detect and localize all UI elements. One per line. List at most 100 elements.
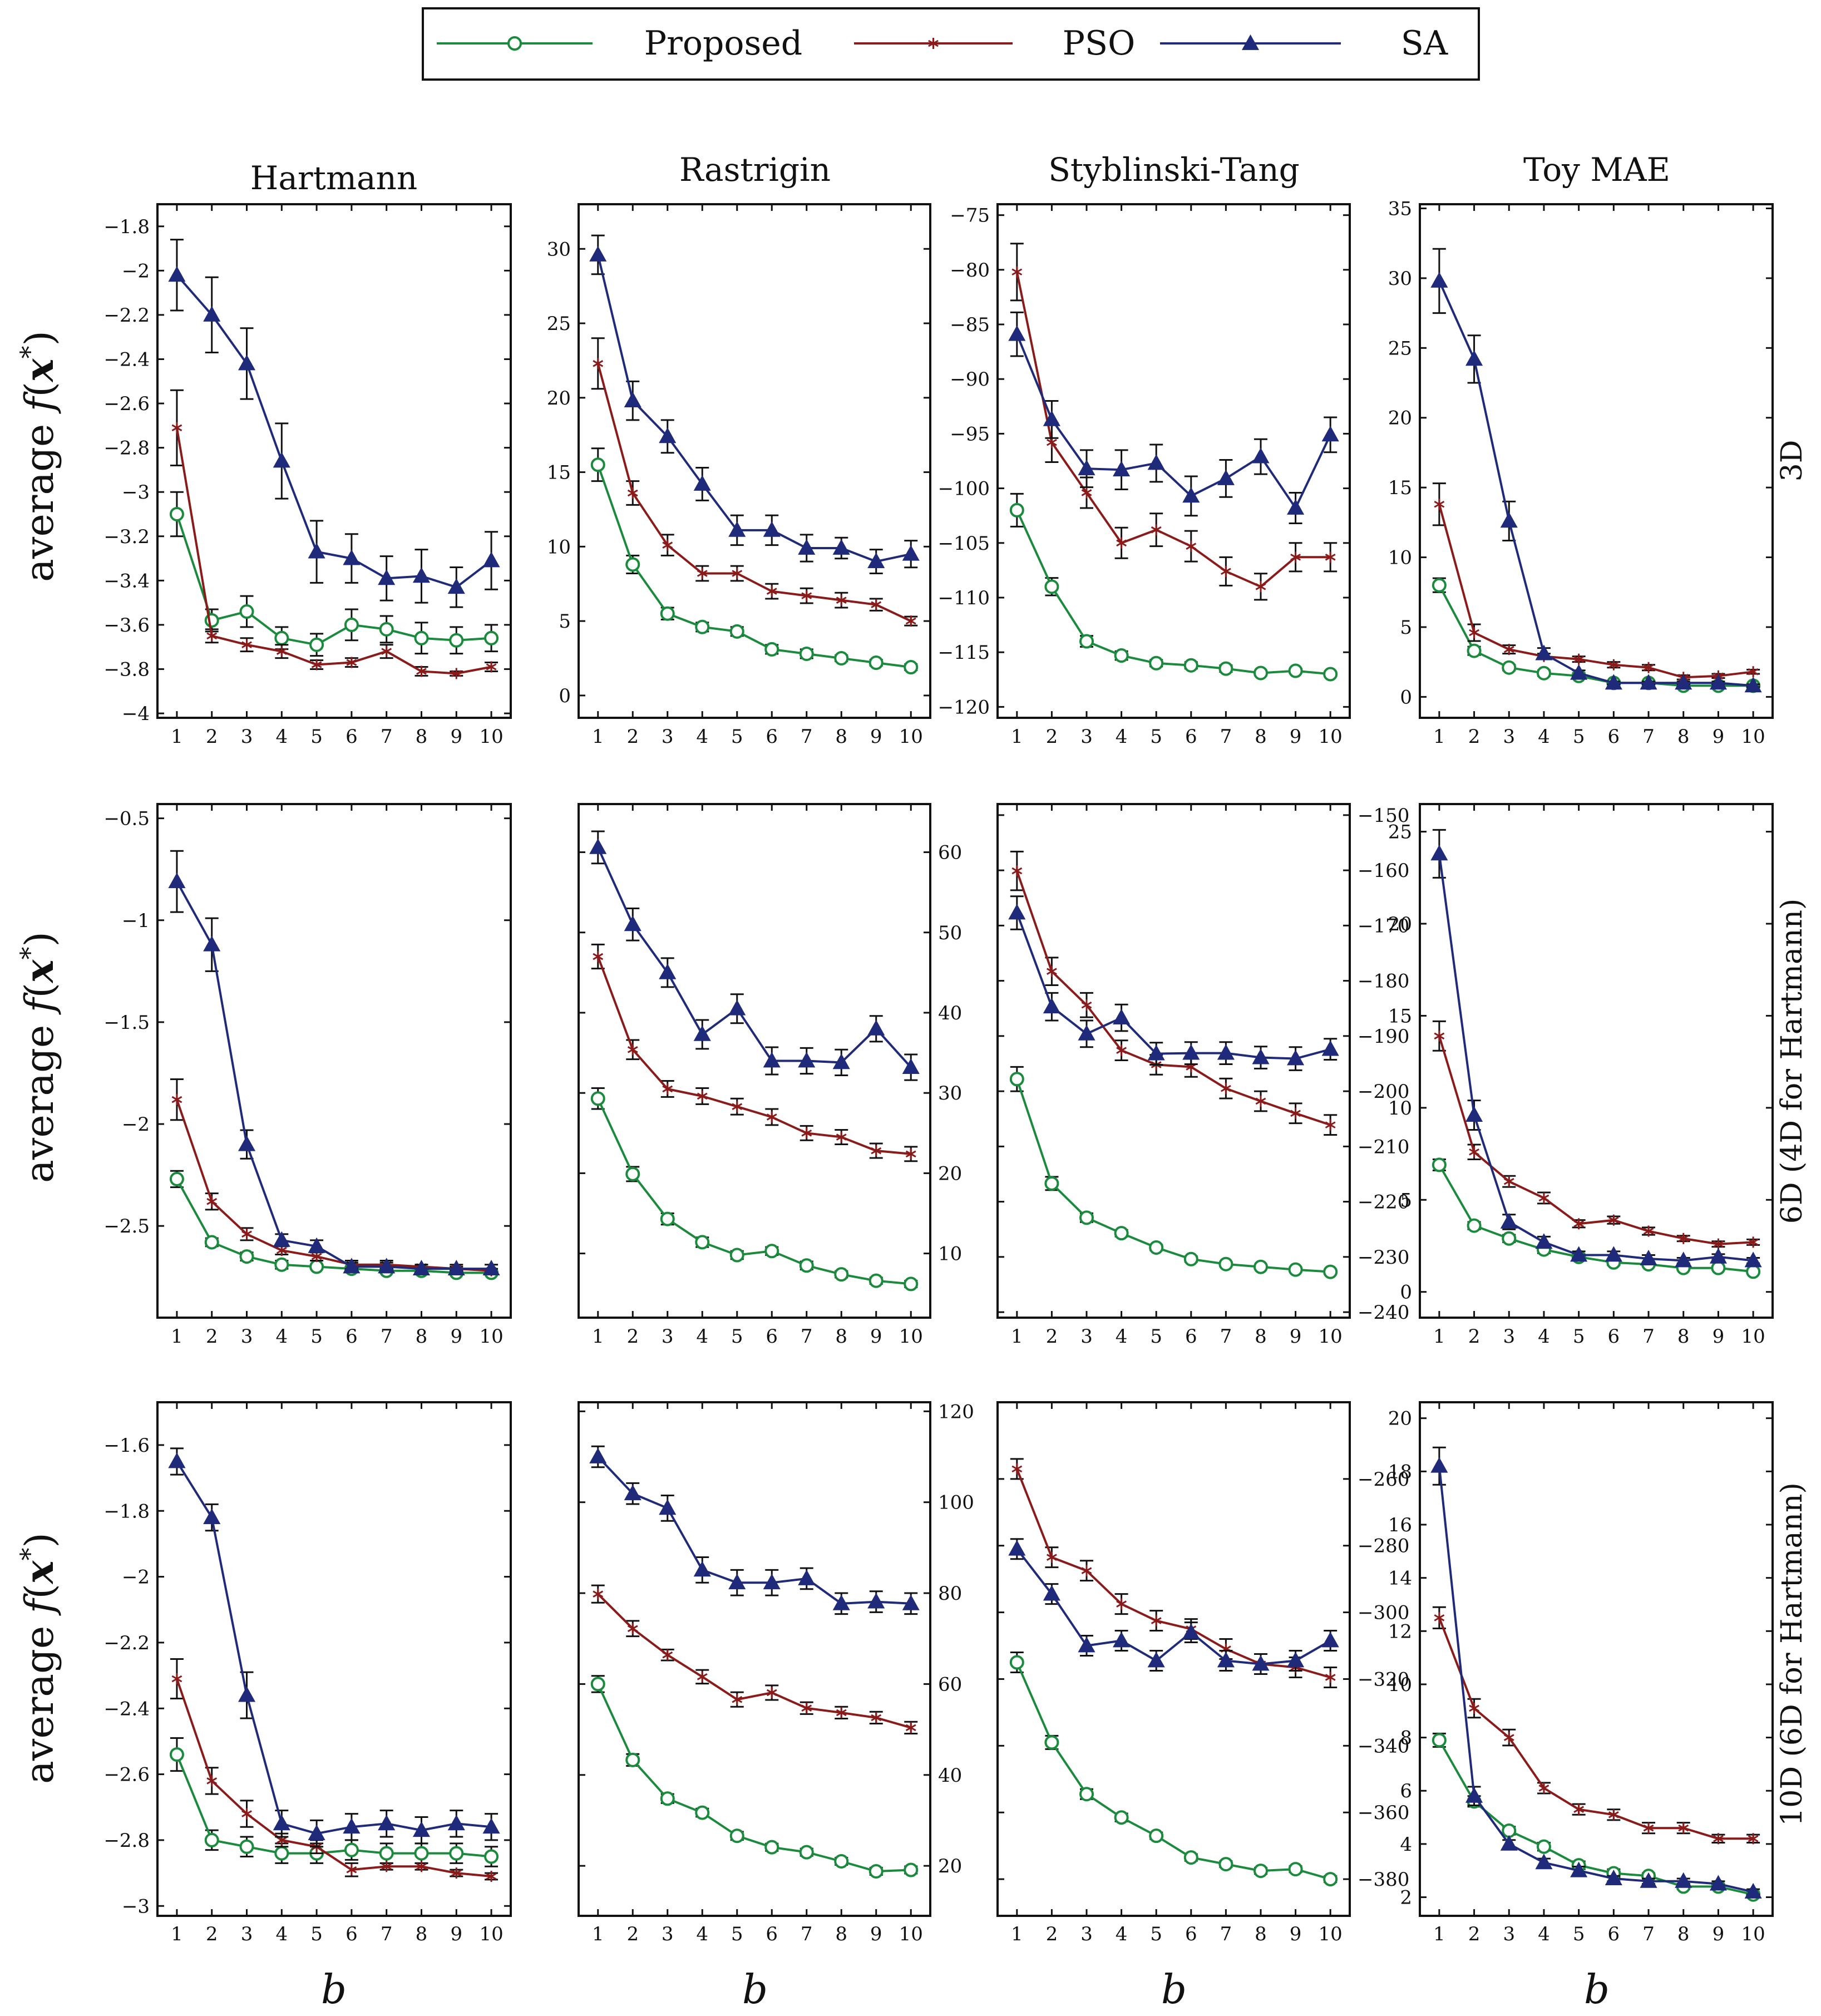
x-tick-label: 9	[1713, 726, 1725, 748]
series-line	[176, 1461, 492, 1835]
series-line	[1015, 1468, 1331, 1679]
data-point	[697, 1671, 708, 1683]
y-ticks: −380 −360 −340 −320 −300 −280 −260	[998, 1468, 1409, 1891]
x-tick-label: 4	[1538, 1923, 1550, 1945]
data-point	[346, 1864, 357, 1876]
star-ray	[1473, 1148, 1479, 1153]
y-tick-label: −260	[1358, 1468, 1409, 1491]
data-point	[274, 1257, 289, 1272]
x-tick-label: 10	[479, 1923, 503, 1945]
x-ticks: 1 2 3 4 5 6 7 8 9 10	[1433, 204, 1765, 748]
star-ray	[1753, 668, 1759, 673]
x-tick-label: 6	[766, 1923, 778, 1945]
series-line	[597, 1593, 911, 1729]
data-point	[868, 1864, 884, 1879]
data-point	[1253, 1864, 1268, 1879]
star-ray	[1613, 1216, 1619, 1221]
data-point	[451, 1867, 462, 1879]
y-tick-label: −1.5	[103, 1012, 150, 1034]
data-point	[662, 1649, 673, 1661]
data-point	[1643, 1822, 1654, 1834]
data-point	[414, 1846, 429, 1861]
data-point	[1182, 1623, 1200, 1639]
star-ray	[1051, 1554, 1057, 1558]
data-point	[905, 1148, 916, 1160]
y-tick-label: 30	[938, 1082, 962, 1105]
panel-r2-c3: 1 2 3 4 5 6 7 8 9 10−240−230−220−210−200−190−180−…	[996, 803, 1409, 1348]
x-tick-label: 4	[1538, 726, 1550, 748]
y-tick-label: −120	[938, 696, 990, 718]
data-point	[1081, 999, 1092, 1011]
x-tick-label: 5	[731, 1923, 743, 1945]
x-tick-label: 1	[1433, 1923, 1445, 1945]
data-point	[1573, 1218, 1585, 1230]
data-point	[1116, 1598, 1127, 1610]
data-point	[1044, 1735, 1059, 1750]
data-point	[1502, 1231, 1517, 1246]
star-ray	[1753, 1835, 1759, 1840]
ylabel-sup: *	[14, 947, 45, 959]
data-point	[238, 1135, 256, 1151]
x-ticks: 1 2 3 4 5 6 7 8 9 10	[171, 204, 504, 748]
x-tick-label: 3	[662, 1923, 674, 1945]
data-point	[1149, 655, 1164, 671]
y-tick-label: 80	[938, 1583, 962, 1605]
data-point	[484, 1849, 499, 1864]
data-point	[1535, 1233, 1553, 1249]
row-label-3d: 3D	[1775, 440, 1809, 482]
x-tick-label: 5	[1150, 726, 1162, 748]
x-tick-label: 1	[592, 1923, 604, 1945]
data-point	[1253, 1259, 1268, 1274]
x-tick-label: 8	[1677, 1923, 1690, 1945]
data-point	[1288, 663, 1303, 678]
data-point	[241, 1808, 252, 1820]
series-line	[1016, 1548, 1331, 1665]
ylabel-row-1: average f(x*)	[14, 331, 62, 582]
star-ray	[1156, 526, 1162, 531]
x-tick-label: 1	[592, 726, 604, 748]
x-tick-label: 2	[206, 1923, 218, 1945]
data-point	[1748, 666, 1759, 678]
x-tick-label: 4	[275, 1923, 288, 1945]
star-ray	[1613, 661, 1619, 666]
star-ray	[1439, 500, 1445, 505]
star-ray	[1330, 554, 1336, 558]
x-tick-label: 4	[275, 1325, 288, 1348]
y-tick-label: −280	[1358, 1535, 1409, 1557]
x-tick-label: 8	[416, 1923, 428, 1945]
data-point	[763, 521, 781, 537]
y-tick-label: −2	[122, 260, 150, 282]
data-point	[412, 567, 431, 583]
series-line	[1438, 1739, 1754, 1896]
y-tick-label: −2.6	[103, 393, 150, 415]
data-point	[344, 617, 359, 632]
y-tick-label: −95	[950, 423, 990, 445]
x-tick-label: 6	[1185, 1325, 1197, 1348]
x-tick-label: 10	[1741, 1325, 1765, 1348]
x-tick-label: 2	[1046, 726, 1058, 748]
data-point	[1469, 1146, 1479, 1158]
star-ray	[1648, 1228, 1654, 1232]
data-point	[801, 1127, 812, 1139]
y-tick-label: 60	[938, 1673, 962, 1695]
x-tick-label: 2	[1046, 1325, 1058, 1348]
data-point	[798, 539, 816, 555]
x-tick-label: 9	[870, 1325, 882, 1348]
data-point	[834, 1267, 849, 1282]
x-tick-label: 8	[1677, 726, 1690, 748]
data-point	[1467, 1218, 1482, 1233]
data-point	[799, 1258, 814, 1273]
data-point	[171, 422, 182, 433]
data-point	[625, 1752, 640, 1767]
series-line	[1015, 510, 1331, 676]
star-ray	[598, 359, 604, 364]
data-point	[662, 1083, 673, 1095]
data-point	[238, 354, 256, 371]
star-ray	[246, 1810, 252, 1815]
series-pso	[1432, 1606, 1760, 1845]
y-tick-label: 20	[938, 1855, 962, 1877]
x-tick-label: 9	[450, 1325, 462, 1348]
data-point	[764, 1244, 779, 1259]
y-tick-label: 120	[938, 1401, 974, 1423]
